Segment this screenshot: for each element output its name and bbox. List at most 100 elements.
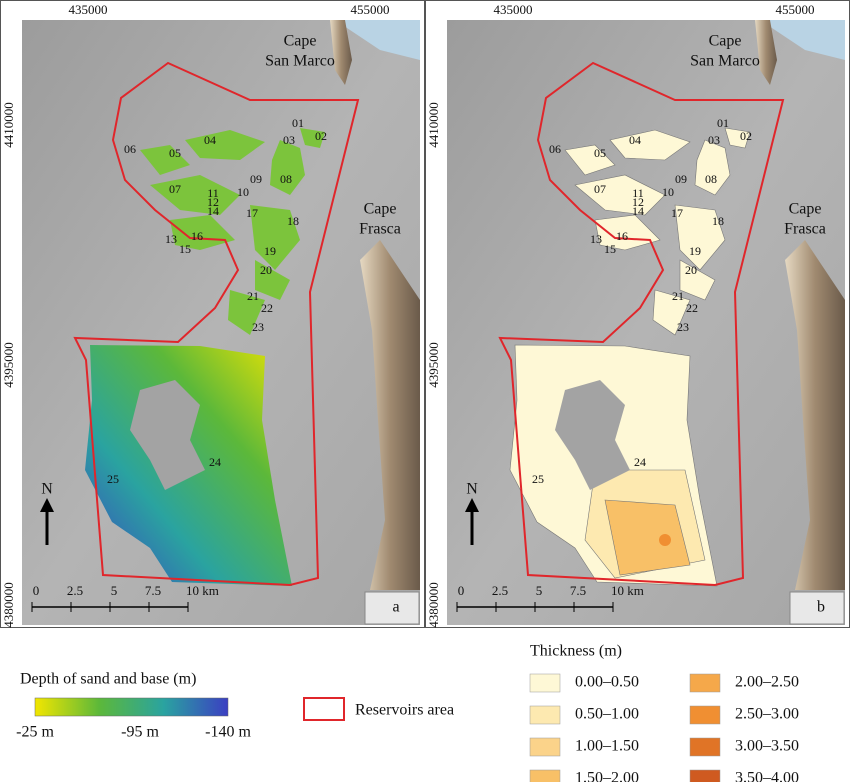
legend-swatch <box>689 673 721 693</box>
zone-label: 18 <box>712 214 724 228</box>
zone-label: 04 <box>204 133 216 147</box>
zone-label: 22 <box>261 301 273 315</box>
north-label: N <box>41 481 53 498</box>
colorbar-label: -140 m <box>205 724 251 741</box>
legend-swatch <box>529 705 561 725</box>
sand-area <box>652 289 691 336</box>
zone-label: 08 <box>705 172 717 186</box>
sand-area <box>574 174 666 216</box>
sand-area <box>609 129 691 161</box>
zone-label: 07 <box>594 182 606 196</box>
place-name: Frasca <box>359 221 401 238</box>
place-name: Cape <box>364 201 397 218</box>
panel-label-box <box>364 591 420 625</box>
panel-label: b <box>817 599 825 616</box>
scale-label: 0 <box>458 583 465 598</box>
zone-label: 04 <box>629 133 641 147</box>
zone-label: 13 <box>165 232 177 246</box>
scale-label: 0 <box>33 583 40 598</box>
legend-swatch <box>529 737 561 757</box>
sand-area <box>170 215 235 250</box>
place-name: San Marco <box>265 53 335 70</box>
zone-label: 15 <box>179 242 191 256</box>
zone-label: 10 <box>237 185 249 199</box>
y-coordinate: 4395000 <box>426 342 441 388</box>
zone-label: 14 <box>207 204 219 218</box>
zone-label: 06 <box>124 142 136 156</box>
zone-label: 23 <box>252 320 264 334</box>
zone-label: 16 <box>616 229 628 243</box>
legend-swatch <box>303 697 345 721</box>
zone-label: 05 <box>594 146 606 160</box>
y-coordinate: 4410000 <box>426 102 441 148</box>
y-coordinate: 4380000 <box>426 582 441 628</box>
panel-label-box <box>789 591 845 625</box>
map-panel: 435000 455000 4410000 4395000 4380000 Cape San… <box>0 0 425 628</box>
zone-label: 20 <box>260 263 272 277</box>
sand-area <box>724 127 751 149</box>
sand-area <box>564 144 616 176</box>
sea-top <box>335 20 420 60</box>
y-coordinate: 4410000 <box>1 102 16 148</box>
sand-area <box>694 139 731 196</box>
depth-colorbar <box>34 697 229 717</box>
x-coordinate: 435000 <box>494 2 533 17</box>
zone-label: 25 <box>532 472 544 486</box>
north-label: N <box>466 481 478 498</box>
legend-label: 3.00–3.50 <box>735 738 799 755</box>
scale-label: 10 km <box>611 583 644 598</box>
zone-label: 22 <box>686 301 698 315</box>
north-arrowhead <box>40 498 54 512</box>
x-coordinate: 455000 <box>776 2 815 17</box>
legend-swatch <box>689 737 721 757</box>
zone-label: 10 <box>662 185 674 199</box>
colorbar-label: -95 m <box>121 724 159 741</box>
scale-label: 7.5 <box>570 583 586 598</box>
legend-title: Thickness (m) <box>530 643 622 660</box>
legend-label: Reservoirs area <box>355 702 454 719</box>
x-coordinate: 455000 <box>351 2 390 17</box>
sand-area <box>228 290 265 335</box>
zone-label: 06 <box>549 142 561 156</box>
zone-label: 09 <box>675 172 687 186</box>
zone-label: 01 <box>292 116 304 130</box>
legend-swatch <box>689 705 721 725</box>
legend-swatch <box>529 673 561 693</box>
legend-label: 1.00–1.50 <box>575 738 639 755</box>
sea-top <box>760 20 845 60</box>
scale-label: 5 <box>111 583 118 598</box>
scale-label: 2.5 <box>67 583 83 598</box>
sand-area <box>185 130 265 160</box>
sand-area <box>594 214 661 251</box>
zone-label: 19 <box>264 244 276 258</box>
zone-label: 20 <box>685 263 697 277</box>
sand-area <box>300 128 325 148</box>
legend-swatch <box>529 769 561 782</box>
zone-label: 11 <box>207 186 219 200</box>
panel-label: a <box>392 599 399 616</box>
scale-label: 7.5 <box>145 583 161 598</box>
legend-label: 1.50–2.00 <box>575 770 639 782</box>
scale-label: 5 <box>536 583 543 598</box>
zone-label: 01 <box>717 116 729 130</box>
zone-label: 08 <box>280 172 292 186</box>
zone-label: 02 <box>315 129 327 143</box>
cape-frasca <box>360 240 420 590</box>
legend-label: 0.00–0.50 <box>575 674 639 691</box>
rock-outcrop <box>555 380 630 490</box>
legend-label: 0.50–1.00 <box>575 706 639 723</box>
sand-area <box>140 145 190 175</box>
sand-area <box>679 259 716 301</box>
zone-label: 14 <box>632 204 644 218</box>
colorbar-label: -25 m <box>16 724 54 741</box>
legend-label: 2.50–3.00 <box>735 706 799 723</box>
zone-label: 12 <box>632 195 644 209</box>
thickness-zone <box>604 499 691 576</box>
place-name: Cape <box>284 33 317 50</box>
y-coordinate: 4395000 <box>1 342 16 388</box>
zone-label: 11 <box>632 186 644 200</box>
place-name: Frasca <box>784 221 826 238</box>
legend-title: Depth of sand and base (m) <box>20 671 196 688</box>
zone-label: 12 <box>207 195 219 209</box>
